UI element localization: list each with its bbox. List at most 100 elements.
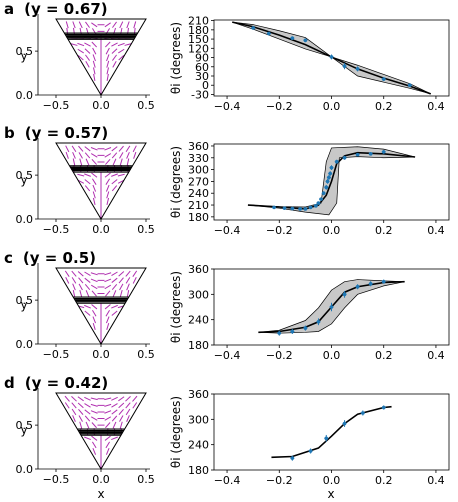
director-segment: [126, 151, 130, 159]
data-point: [267, 31, 271, 36]
director-segment: [105, 441, 111, 449]
director-segment: [90, 410, 98, 414]
x-tick-label: −0.4: [214, 224, 241, 237]
x-tick-label: 0.2: [375, 349, 393, 362]
director-segment: [91, 304, 98, 310]
director-segment: [118, 271, 125, 277]
data-point: [381, 150, 386, 154]
director-segment: [64, 402, 70, 409]
data-point: [408, 83, 412, 88]
director-segment: [84, 185, 91, 192]
director-segment: [85, 21, 90, 28]
x-tick-label: −0.2: [266, 100, 293, 113]
x-tick-label: 0.2: [375, 224, 393, 237]
axes-frame: [213, 393, 450, 471]
director-segment: [105, 316, 110, 324]
triangle-outline: [55, 18, 147, 96]
y-axis-label: y: [20, 298, 27, 312]
data-point: [290, 329, 295, 334]
director-segment: [105, 422, 111, 429]
director-segment: [119, 158, 123, 166]
director-segment: [111, 146, 118, 152]
panel-title: b (y = 0.57): [4, 124, 108, 142]
director-segment: [78, 145, 84, 152]
theta-y-axis-label: θi (degrees): [169, 146, 183, 218]
y-tick-label: 300: [188, 164, 209, 177]
y-tick-label: 360: [188, 263, 209, 276]
director-segment: [72, 283, 76, 291]
director-segment: [118, 145, 124, 152]
director-segment: [92, 310, 97, 317]
director-segment: [125, 408, 131, 416]
fit-line: [271, 405, 392, 459]
director-segment: [84, 436, 91, 441]
director-segment: [106, 322, 110, 330]
panel-title: c (y = 0.5): [4, 249, 96, 267]
director-segment: [106, 60, 110, 68]
director-segment: [133, 27, 136, 35]
director-segment: [93, 73, 96, 81]
director-segment: [111, 185, 118, 192]
director-segment: [104, 397, 112, 401]
data-point: [303, 207, 308, 211]
data-point: [324, 436, 329, 441]
data-point: [381, 279, 386, 284]
director-segment: [91, 41, 98, 48]
director-segment: [77, 396, 84, 402]
director-segment: [64, 270, 70, 277]
director-segment: [90, 403, 98, 407]
director-segment: [126, 415, 130, 422]
director-segment: [79, 158, 83, 166]
y-tick-label: 0.5: [16, 169, 34, 182]
director-segment: [124, 43, 132, 46]
director-segment: [126, 158, 130, 166]
data-point: [329, 305, 334, 309]
x-tick-label: 0.0: [323, 474, 341, 487]
theta-y-axis-label: θi (degrees): [169, 396, 183, 468]
director-segment: [105, 184, 110, 192]
director-segment: [79, 290, 83, 298]
panel-title: a (y = 0.67): [4, 0, 108, 18]
director-segment: [126, 283, 130, 291]
director-segment: [111, 277, 118, 283]
y-tick-label: 0.5: [16, 419, 34, 432]
director-segment: [105, 310, 110, 317]
director-segment: [91, 441, 97, 449]
y-axis-label: y: [20, 173, 27, 187]
triangle-outline: [55, 142, 147, 220]
y-tick-label: 180: [188, 464, 209, 477]
director-segment: [105, 178, 111, 185]
data-point: [342, 421, 347, 426]
director-segment: [92, 197, 96, 205]
director-segment: [111, 48, 118, 54]
director-segment: [119, 415, 124, 422]
director-segment: [118, 408, 124, 415]
director-segment: [65, 151, 69, 159]
y-tick-label: 0.0: [16, 338, 34, 351]
x-tick-label: −0.2: [266, 474, 293, 487]
x-tick-label: −0.4: [214, 474, 241, 487]
y-tick-label: 360: [188, 140, 209, 153]
data-point: [308, 449, 313, 453]
director-segment: [84, 310, 91, 316]
director-segment: [84, 152, 91, 159]
data-point: [290, 36, 295, 40]
x-tick-label: −0.5: [43, 99, 70, 112]
director-segment: [111, 42, 118, 47]
director-segment: [104, 304, 111, 310]
director-segment: [70, 43, 78, 46]
director-segment: [118, 396, 125, 402]
theta-y-axis-label: θi (degrees): [169, 271, 183, 343]
director-segment: [77, 173, 85, 177]
director-segment: [104, 153, 112, 158]
x-tick-label: 0.2: [375, 100, 393, 113]
director-segment: [126, 21, 130, 29]
x-tick-label: −0.5: [43, 223, 70, 236]
director-segment: [84, 415, 91, 422]
director-segment: [92, 316, 97, 324]
director-segment: [111, 436, 118, 441]
director-segment: [84, 42, 91, 47]
